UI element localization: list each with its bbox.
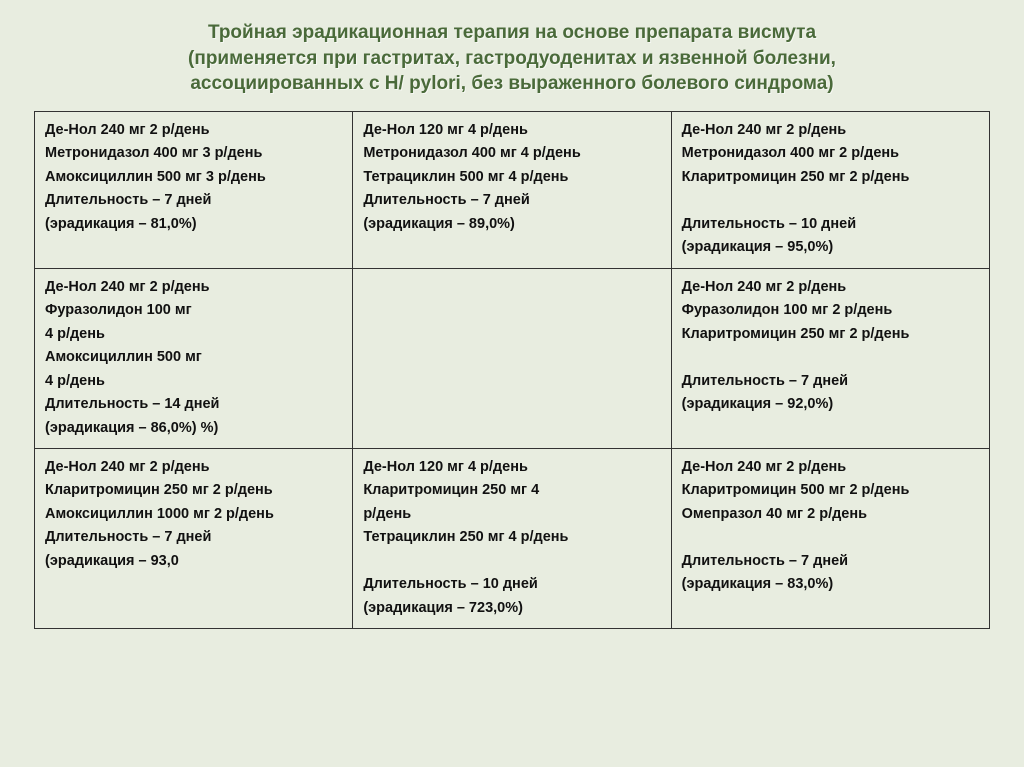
cell-r2c0: Де-Нол 240 мг 2 р/день Кларитромицин 250… [35,449,353,629]
cell-text: 4 р/день [45,323,342,345]
cell-text: Длительность – 7 дней [682,550,979,572]
cell-text: Амоксициллин 500 мг [45,346,342,368]
cell-text: Длительность – 7 дней [45,189,342,211]
cell-text: Тетрациклин 250 мг 4 р/день [363,526,660,548]
cell-text: Длительность – 7 дней [682,370,979,392]
cell-text: Де-Нол 120 мг 4 р/день [363,456,660,478]
cell-text: Длительность – 7 дней [363,189,660,211]
cell-text: (эрадикация – 92,0%) [682,393,979,415]
cell-text: Метронидазол 400 мг 2 р/день [682,142,979,164]
cell-text: Длительность – 10 дней [682,213,979,235]
cell-text: Длительность – 14 дней [45,393,342,415]
cell-text: Кларитромицин 250 мг 2 р/день [45,479,342,501]
cell-text: (эрадикация – 86,0%) %) [45,417,342,439]
cell-text: Амоксициллин 500 мг 3 р/день [45,166,342,188]
cell-text: (эрадикация – 93,0 [45,550,342,572]
cell-text [363,550,660,572]
cell-r1c1 [353,268,671,448]
therapy-table: Де-Нол 240 мг 2 р/день Метронидазол 400 … [34,111,990,629]
cell-text: Фуразолидон 100 мг [45,299,342,321]
cell-text [363,276,660,298]
cell-text: Де-Нол 120 мг 4 р/день [363,119,660,141]
cell-text: (эрадикация – 81,0%) [45,213,342,235]
table-row: Де-Нол 240 мг 2 р/день Метронидазол 400 … [35,111,990,268]
cell-r1c0: Де-Нол 240 мг 2 р/день Фуразолидон 100 м… [35,268,353,448]
cell-text: (эрадикация – 723,0%) [363,597,660,619]
cell-text: Де-Нол 240 мг 2 р/день [45,276,342,298]
cell-text: (эрадикация – 83,0%) [682,573,979,595]
cell-text: р/день [363,503,660,525]
cell-text: Длительность – 10 дней [363,573,660,595]
table-row: Де-Нол 240 мг 2 р/день Кларитромицин 250… [35,449,990,629]
cell-text: Де-Нол 240 мг 2 р/день [682,456,979,478]
cell-text: 4 р/день [45,370,342,392]
cell-text [682,526,979,548]
cell-text: Кларитромицин 250 мг 2 р/день [682,323,979,345]
cell-text: Де-Нол 240 мг 2 р/день [682,119,979,141]
cell-text: Де-Нол 240 мг 2 р/день [45,456,342,478]
cell-text: Амоксициллин 1000 мг 2 р/день [45,503,342,525]
slide: Тройная эрадикационная терапия на основе… [0,0,1024,767]
cell-r2c2: Де-Нол 240 мг 2 р/день Кларитромицин 500… [671,449,989,629]
cell-text: Фуразолидон 100 мг 2 р/день [682,299,979,321]
cell-text: Кларитромицин 500 мг 2 р/день [682,479,979,501]
cell-text: (эрадикация – 89,0%) [363,213,660,235]
cell-r1c2: Де-Нол 240 мг 2 р/день Фуразолидон 100 м… [671,268,989,448]
cell-text: (эрадикация – 95,0%) [682,236,979,258]
cell-text: Кларитромицин 250 мг 4 [363,479,660,501]
cell-text: Тетрациклин 500 мг 4 р/день [363,166,660,188]
cell-text: Омепразол 40 мг 2 р/день [682,503,979,525]
cell-r0c1: Де-Нол 120 мг 4 р/день Метронидазол 400 … [353,111,671,268]
title-line-1: Тройная эрадикационная терапия на основе… [34,20,990,46]
cell-text [682,346,979,368]
cell-r0c0: Де-Нол 240 мг 2 р/день Метронидазол 400 … [35,111,353,268]
title-line-2: (применяется при гастритах, гастродуоден… [34,46,990,72]
cell-text: Длительность – 7 дней [45,526,342,548]
cell-text: Метронидазол 400 мг 3 р/день [45,142,342,164]
cell-text: Де-Нол 240 мг 2 р/день [45,119,342,141]
title-line-3: ассоциированных с Н/ pylori, без выражен… [34,71,990,97]
table-row: Де-Нол 240 мг 2 р/день Фуразолидон 100 м… [35,268,990,448]
cell-r2c1: Де-Нол 120 мг 4 р/день Кларитромицин 250… [353,449,671,629]
cell-r0c2: Де-Нол 240 мг 2 р/день Метронидазол 400 … [671,111,989,268]
title-block: Тройная эрадикационная терапия на основе… [34,20,990,97]
cell-text [682,189,979,211]
cell-text: Де-Нол 240 мг 2 р/день [682,276,979,298]
cell-text: Метронидазол 400 мг 4 р/день [363,142,660,164]
cell-text: Кларитромицин 250 мг 2 р/день [682,166,979,188]
